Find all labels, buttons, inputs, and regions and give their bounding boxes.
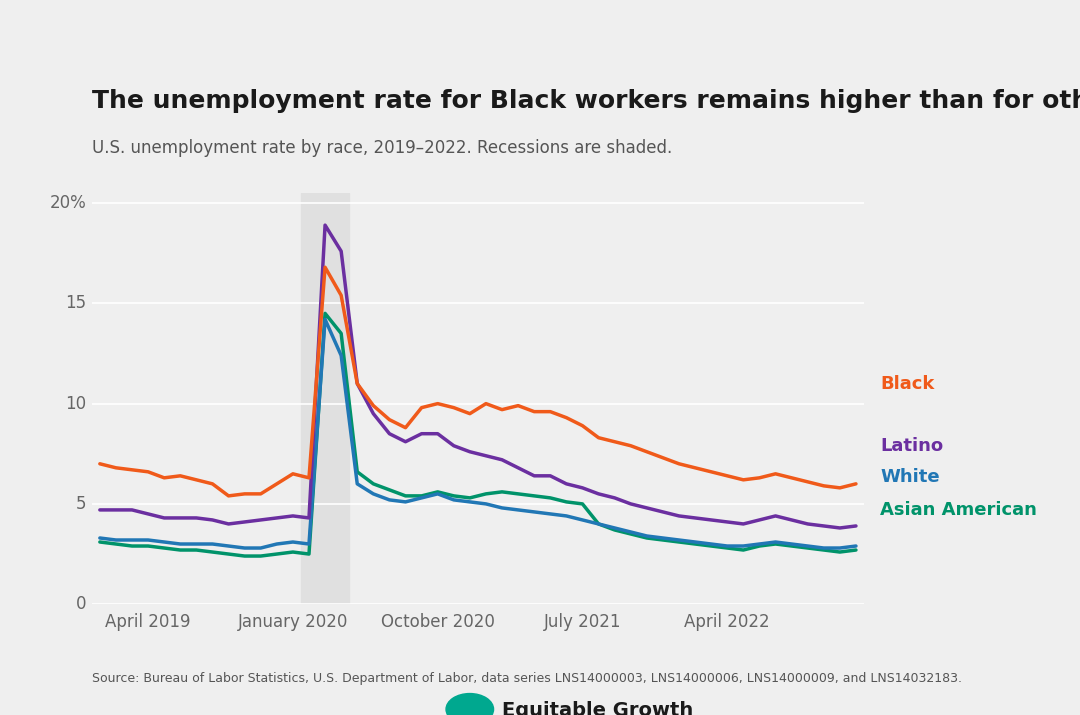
Text: U.S. unemployment rate by race, 2019–2022. Recessions are shaded.: U.S. unemployment rate by race, 2019–202… [92,139,672,157]
Text: 0: 0 [76,595,86,613]
Text: 10: 10 [65,395,86,413]
Text: Source: Bureau of Labor Statistics, U.S. Department of Labor, data series LNS140: Source: Bureau of Labor Statistics, U.S.… [92,672,962,685]
Text: Equitable Growth: Equitable Growth [502,701,693,715]
Text: 15: 15 [65,295,86,312]
Text: 20%: 20% [50,194,86,212]
Text: Black: Black [880,375,934,393]
Text: White: White [880,468,940,485]
Text: ↯: ↯ [464,702,475,715]
Bar [301,193,349,604]
Text: Asian American: Asian American [880,500,1037,518]
Text: Latino: Latino [880,437,943,455]
Text: The unemployment rate for Black workers remains higher than for other groups: The unemployment rate for Black workers … [92,89,1080,114]
Text: 5: 5 [76,495,86,513]
